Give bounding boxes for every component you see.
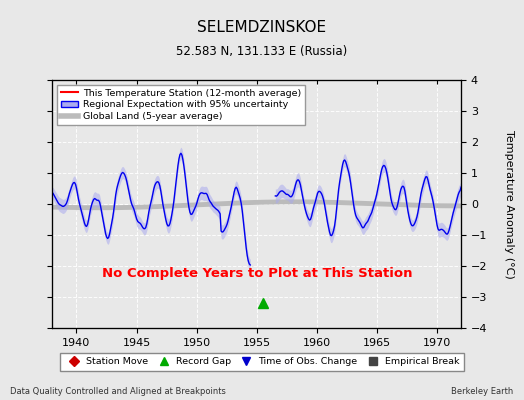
Legend: This Temperature Station (12-month average), Regional Expectation with 95% uncer: This Temperature Station (12-month avera… [57,85,304,125]
Text: Data Quality Controlled and Aligned at Breakpoints: Data Quality Controlled and Aligned at B… [10,387,226,396]
Legend: Station Move, Record Gap, Time of Obs. Change, Empirical Break: Station Move, Record Gap, Time of Obs. C… [60,353,464,371]
Text: 52.583 N, 131.133 E (Russia): 52.583 N, 131.133 E (Russia) [177,46,347,58]
Text: SELEMDZINSKOE: SELEMDZINSKOE [198,20,326,36]
Text: No Complete Years to Plot at This Station: No Complete Years to Plot at This Statio… [102,267,412,280]
Text: Berkeley Earth: Berkeley Earth [451,387,514,396]
Y-axis label: Temperature Anomaly (°C): Temperature Anomaly (°C) [504,130,514,278]
